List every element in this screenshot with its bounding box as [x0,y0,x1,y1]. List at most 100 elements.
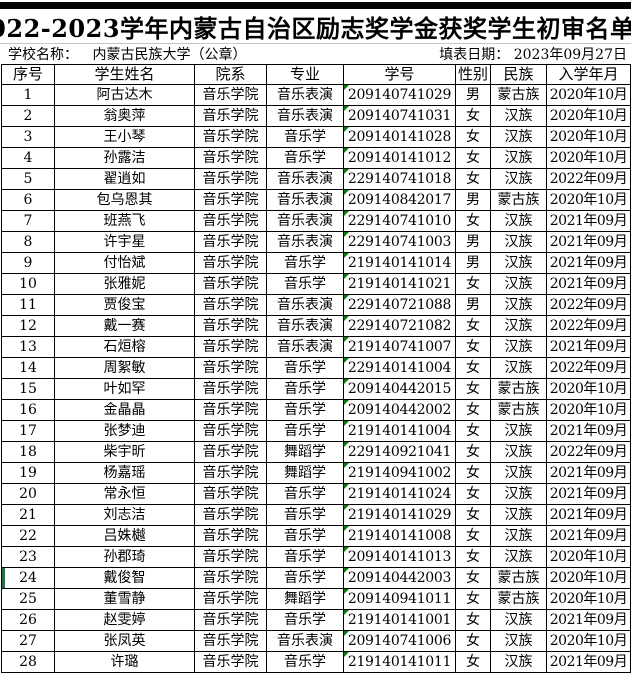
cell-index[interactable]: 7 [1,210,55,232]
cell-student-name[interactable]: 石烜榕 [54,336,195,358]
cell-student-id[interactable]: 209140741029 [343,84,456,106]
cell-department[interactable]: 音乐学院 [194,357,267,379]
cell-gender[interactable]: 女 [455,378,491,400]
cell-gender[interactable]: 男 [455,231,491,253]
cell-department[interactable]: 音乐学院 [194,630,267,652]
cell-enroll-date[interactable]: 2021年09月 [546,252,631,274]
cell-student-id[interactable]: 219140141024 [343,483,456,505]
cell-gender[interactable]: 女 [455,168,491,190]
cell-major[interactable]: 音乐表演 [266,210,344,232]
cell-ethnicity[interactable]: 汉族 [490,273,547,295]
cell-enroll-date[interactable]: 2020年10月 [546,567,631,589]
cell-department[interactable]: 音乐学院 [194,168,267,190]
cell-ethnicity[interactable]: 汉族 [490,315,547,337]
cell-major[interactable]: 音乐学 [266,609,344,631]
cell-ethnicity[interactable]: 汉族 [490,168,547,190]
cell-index[interactable]: 25 [1,588,55,610]
cell-gender[interactable]: 女 [455,483,491,505]
cell-department[interactable]: 音乐学院 [194,189,267,211]
cell-enroll-date[interactable]: 2022年09月 [546,168,631,190]
cell-department[interactable]: 音乐学院 [194,378,267,400]
cell-student-id[interactable]: 209140741006 [343,630,456,652]
cell-major[interactable]: 音乐学 [266,273,344,295]
cell-major[interactable]: 音乐表演 [266,105,344,127]
cell-major[interactable]: 音乐学 [266,567,344,589]
cell-gender[interactable]: 女 [455,546,491,568]
cell-enroll-date[interactable]: 2021年09月 [546,609,631,631]
cell-student-name[interactable]: 王小琴 [54,126,195,148]
cell-student-name[interactable]: 孙郡琦 [54,546,195,568]
cell-enroll-date[interactable]: 2021年09月 [546,651,631,673]
cell-enroll-date[interactable]: 2021年09月 [546,273,631,295]
cell-student-name[interactable]: 许宇星 [54,231,195,253]
cell-gender[interactable]: 女 [455,105,491,127]
cell-index[interactable]: 19 [1,462,55,484]
cell-department[interactable]: 音乐学院 [194,588,267,610]
cell-index[interactable]: 22 [1,525,55,547]
cell-student-name[interactable]: 翟逍如 [54,168,195,190]
cell-department[interactable]: 音乐学院 [194,651,267,673]
cell-department[interactable]: 音乐学院 [194,525,267,547]
cell-gender[interactable]: 女 [455,651,491,673]
cell-gender[interactable]: 女 [455,273,491,295]
cell-index[interactable]: 24 [1,567,55,589]
cell-gender[interactable]: 男 [455,189,491,211]
cell-ethnicity[interactable]: 汉族 [490,105,547,127]
cell-ethnicity[interactable]: 汉族 [490,504,547,526]
cell-department[interactable]: 音乐学院 [194,273,267,295]
cell-ethnicity[interactable]: 汉族 [490,630,547,652]
cell-department[interactable]: 音乐学院 [194,399,267,421]
cell-ethnicity[interactable]: 蒙古族 [490,588,547,610]
cell-index[interactable]: 4 [1,147,55,169]
cell-major[interactable]: 音乐学 [266,399,344,421]
cell-student-name[interactable]: 付怡斌 [54,252,195,274]
cell-gender[interactable]: 女 [455,504,491,526]
cell-major[interactable]: 音乐学 [266,126,344,148]
cell-student-name[interactable]: 董雪静 [54,588,195,610]
cell-index[interactable]: 11 [1,294,55,316]
cell-gender[interactable]: 女 [455,315,491,337]
cell-major[interactable]: 舞蹈学 [266,441,344,463]
cell-student-name[interactable]: 周絮敏 [54,357,195,379]
cell-major[interactable]: 音乐表演 [266,315,344,337]
cell-ethnicity[interactable]: 汉族 [490,546,547,568]
cell-gender[interactable]: 女 [455,357,491,379]
cell-gender[interactable]: 男 [455,252,491,274]
cell-student-id[interactable]: 219140941002 [343,462,456,484]
cell-gender[interactable]: 女 [455,336,491,358]
cell-major[interactable]: 音乐学 [266,651,344,673]
cell-enroll-date[interactable]: 2021年09月 [546,483,631,505]
cell-ethnicity[interactable]: 汉族 [490,441,547,463]
cell-ethnicity[interactable]: 汉族 [490,420,547,442]
cell-student-id[interactable]: 219140141001 [343,609,456,631]
cell-student-name[interactable]: 张雅妮 [54,273,195,295]
cell-enroll-date[interactable]: 2020年10月 [546,84,631,106]
cell-gender[interactable]: 女 [455,567,491,589]
cell-student-id[interactable]: 209140141028 [343,126,456,148]
cell-gender[interactable]: 女 [455,525,491,547]
cell-student-name[interactable]: 戴一赛 [54,315,195,337]
cell-student-id[interactable]: 219140141014 [343,252,456,274]
cell-student-id[interactable]: 209140141013 [343,546,456,568]
cell-student-id[interactable]: 229140141004 [343,357,456,379]
cell-ethnicity[interactable]: 汉族 [490,294,547,316]
cell-enroll-date[interactable]: 2020年10月 [546,588,631,610]
cell-student-name[interactable]: 吕姝樾 [54,525,195,547]
cell-department[interactable]: 音乐学院 [194,252,267,274]
cell-student-id[interactable]: 209140941011 [343,588,456,610]
cell-major[interactable]: 音乐学 [266,483,344,505]
cell-ethnicity[interactable]: 汉族 [490,609,547,631]
cell-student-id[interactable]: 229140741018 [343,168,456,190]
cell-ethnicity[interactable]: 汉族 [490,462,547,484]
cell-gender[interactable]: 女 [455,399,491,421]
cell-enroll-date[interactable]: 2020年10月 [546,399,631,421]
cell-enroll-date[interactable]: 2020年10月 [546,378,631,400]
cell-index[interactable]: 6 [1,189,55,211]
cell-student-id[interactable]: 229140921041 [343,441,456,463]
cell-student-name[interactable]: 张凤英 [54,630,195,652]
cell-ethnicity[interactable]: 蒙古族 [490,378,547,400]
cell-student-id[interactable]: 209140842017 [343,189,456,211]
cell-index[interactable]: 17 [1,420,55,442]
cell-index[interactable]: 28 [1,651,55,673]
cell-department[interactable]: 音乐学院 [194,126,267,148]
